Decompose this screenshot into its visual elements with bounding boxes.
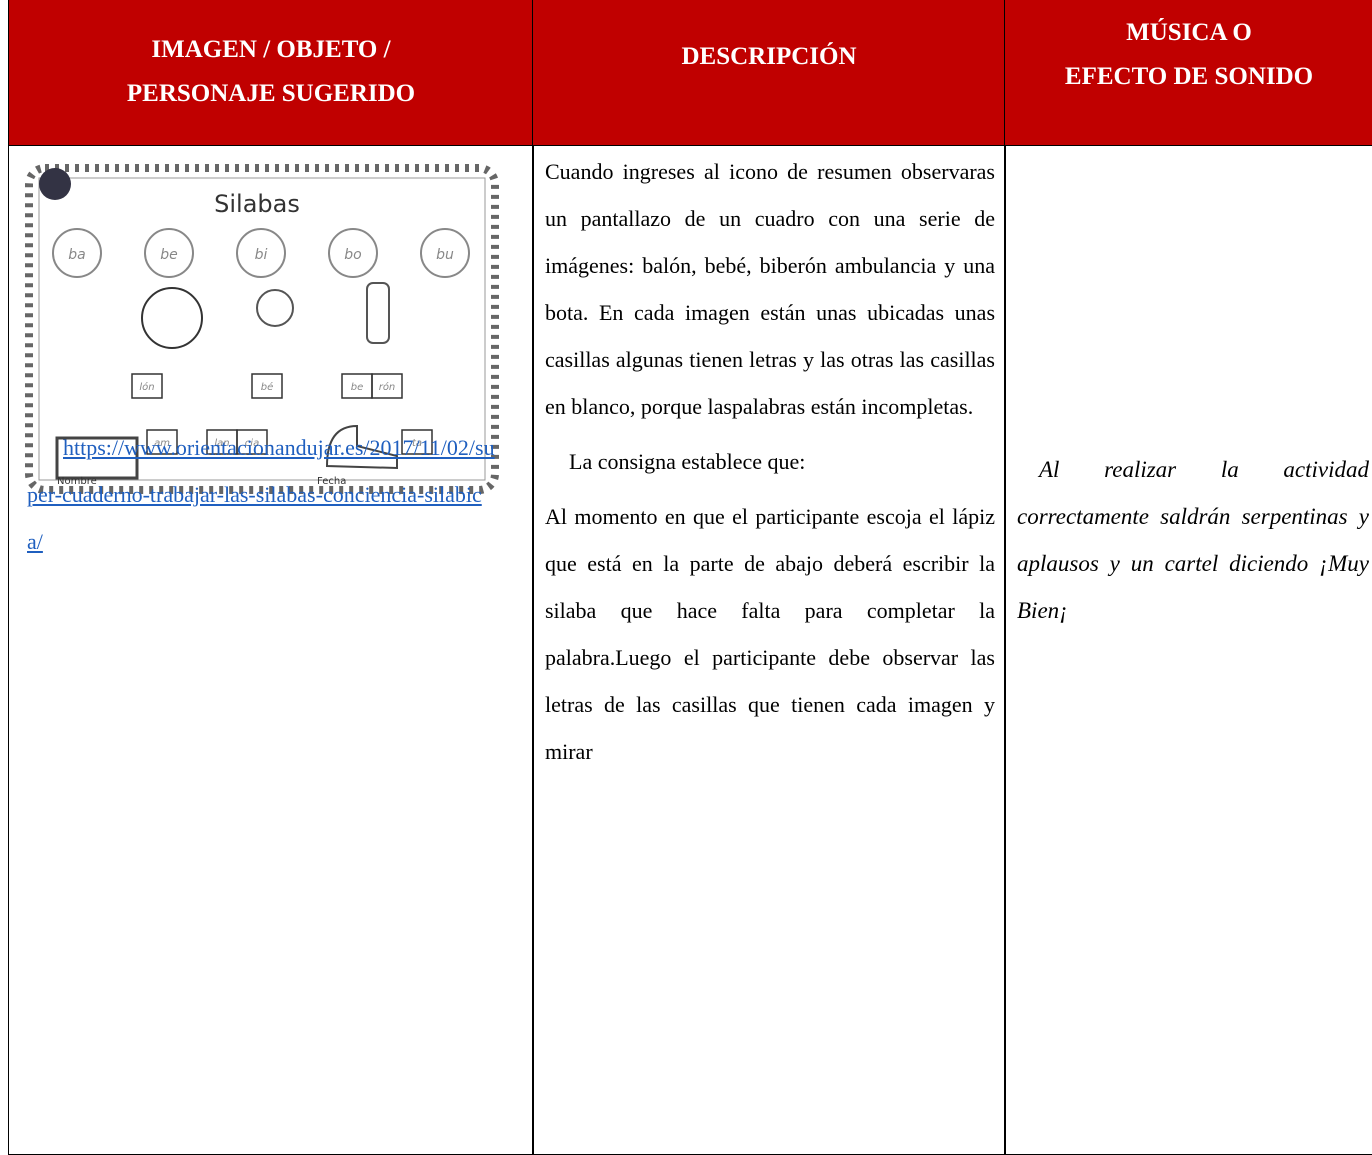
header-line: MÚSICA O — [1126, 19, 1252, 46]
syllable-circle — [236, 228, 286, 278]
syllable: ba — [68, 247, 85, 263]
letter-box — [146, 429, 178, 455]
worksheet-title: Silabas — [214, 190, 300, 218]
sound-cell: Al realizar la actividad correctamente s… — [1004, 145, 1372, 1155]
syllable-circle — [328, 228, 378, 278]
box-letters: lón — [139, 381, 154, 393]
letter-box — [251, 373, 283, 399]
link[interactable]: https://www.orientacionandujar.es/2017/1… — [27, 435, 495, 554]
box-letters: am — [154, 438, 170, 449]
header-line: EFECTO DE SONIDO — [1064, 63, 1314, 90]
box-letters: lan — [214, 438, 229, 449]
header-cell: DESCRIPCIÓN — [532, 0, 1006, 146]
letter-box — [401, 429, 433, 455]
paragraph: Al momento en que el participante escoja… — [545, 504, 995, 764]
paragraph: La consigna establece que: — [569, 449, 806, 474]
box-letters: cia — [245, 438, 259, 449]
letter-box — [371, 373, 403, 399]
header-cell: MÚSICA O EFECTO DE SONIDO — [1004, 0, 1372, 146]
header-line: IMAGEN / OBJETO / — [151, 36, 391, 63]
box-letters: be — [351, 382, 364, 393]
syllable: bi — [255, 247, 268, 263]
header-line: PERSONAJE SUGERIDO — [126, 80, 416, 107]
box-letters: bé — [261, 381, 274, 393]
header-line: DESCRIPCIÓN — [681, 43, 857, 70]
date-label: Fecha — [317, 476, 346, 487]
syllable: bu — [436, 247, 454, 263]
description-cell: Cuando ingreses al icono de resumen obse… — [532, 145, 1006, 1155]
sound-text: Al realizar la actividad correctamente s… — [1017, 457, 1369, 623]
syllable-circle — [420, 228, 470, 278]
syllable-circle — [144, 228, 194, 278]
letter-box — [131, 373, 163, 399]
syllable: be — [160, 247, 178, 263]
syllable-circle — [52, 228, 102, 278]
name-label: Nombre — [57, 476, 97, 487]
box-letters: rón — [379, 381, 396, 393]
syllable: bo — [344, 247, 361, 263]
letter-box — [236, 429, 268, 455]
header-cell: IMAGEN / OBJETO / PERSONAJE SUGERIDO — [8, 0, 534, 146]
box-letters: ta — [412, 438, 422, 449]
paragraph: Cuando ingreses al icono de resumen obse… — [545, 159, 995, 419]
image-cell: Silabas ba be bi bo bu lón bé be rón am lan cia ta … — [8, 145, 534, 1155]
